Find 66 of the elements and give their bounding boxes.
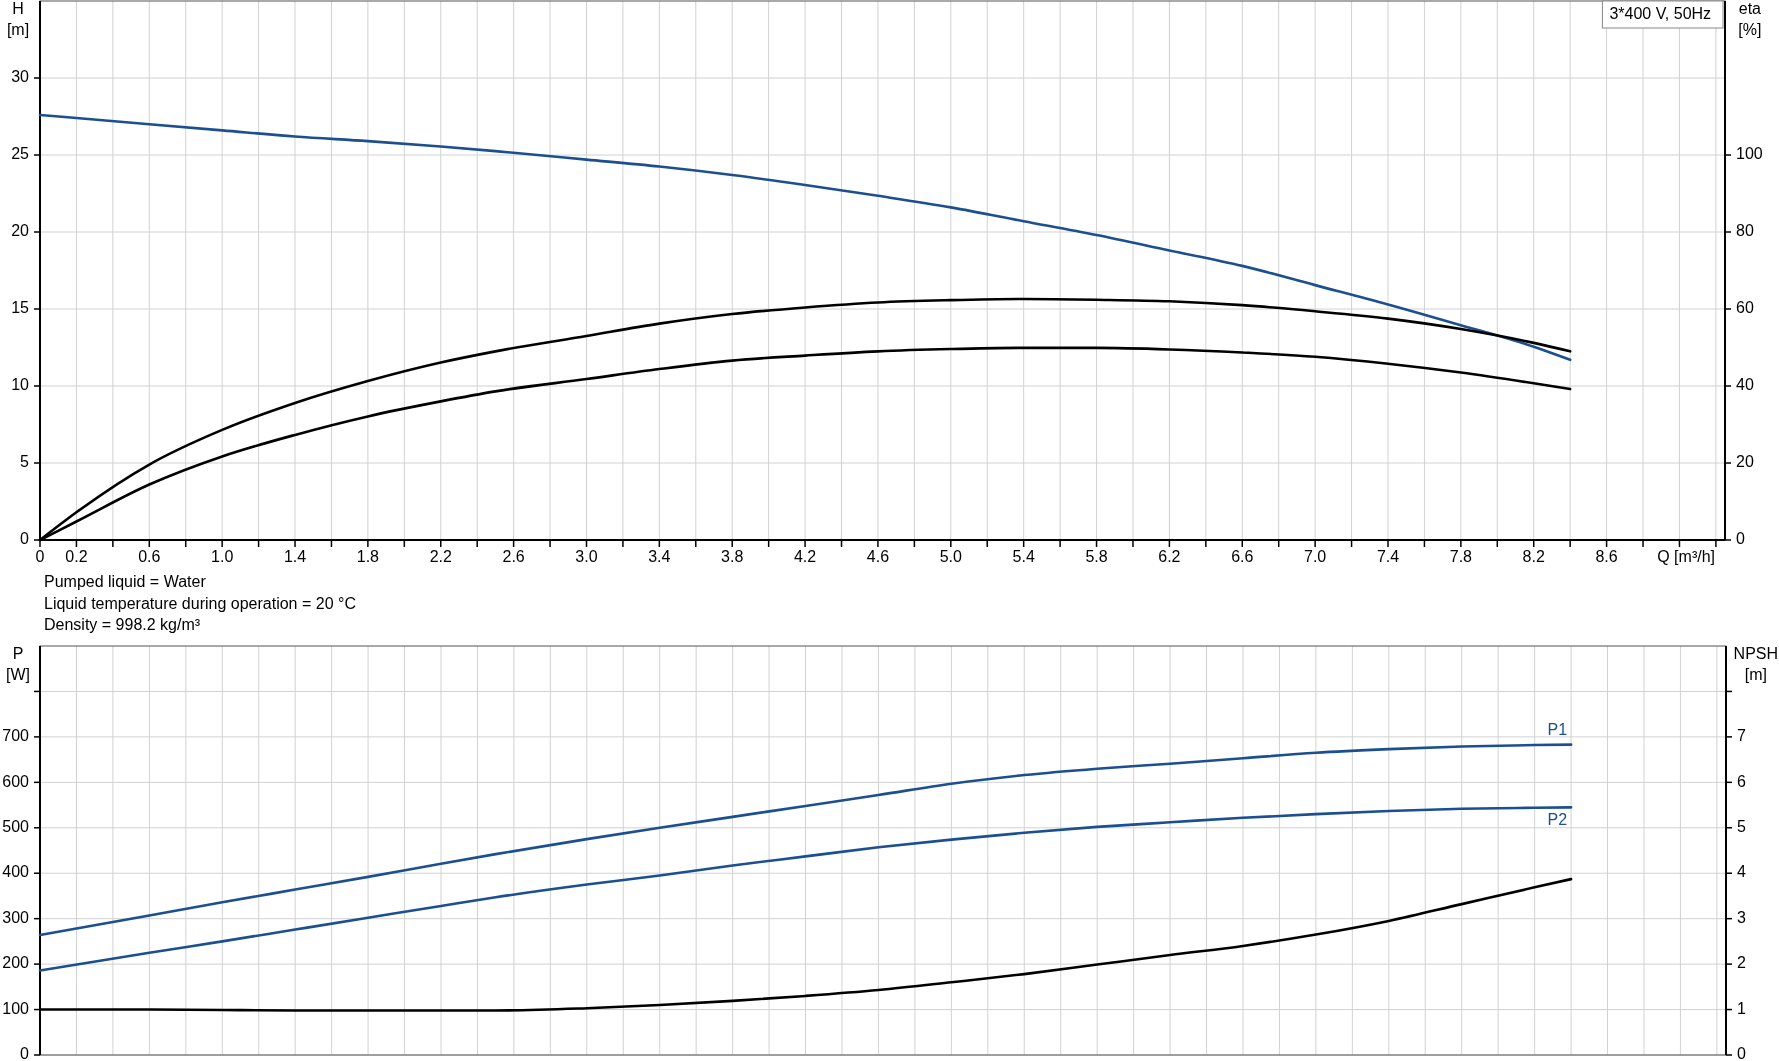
series-label: P1	[1547, 720, 1568, 738]
y-tick-label: 200	[2, 954, 30, 972]
text: Liquid temperature during operation = 20 °C	[44, 594, 356, 612]
y-axis-title: H [m]	[6, 0, 30, 39]
x-tick-label: 6.6	[1231, 548, 1254, 566]
y2-tick-label: 20	[1736, 453, 1754, 471]
line-series	[38, 806, 1573, 972]
y-tick-label: 100	[2, 999, 30, 1017]
y2-tick-label: 60	[1736, 299, 1754, 317]
y2-tick-label: 1	[1737, 999, 1746, 1017]
y-tick-label: 600	[2, 772, 30, 790]
y2-axis-title: eta [%]	[1738, 0, 1762, 39]
x-tick-label: 8.2	[1522, 548, 1545, 566]
y-axis-title: P [W]	[6, 645, 30, 684]
x-tick-label: 1.8	[356, 548, 380, 566]
y-tick-label: 300	[2, 908, 30, 926]
series-label: P2	[1547, 810, 1568, 828]
x-tick-label: 1.0	[211, 548, 234, 566]
y2-axis-title: NPSH [m]	[1733, 645, 1779, 684]
y-tick-label: 700	[2, 727, 30, 745]
y-tick-label: 400	[2, 863, 30, 881]
text: Density = 998.2 kg/m³	[44, 616, 201, 634]
annotation: 3*400 V, 50Hz	[1609, 5, 1712, 23]
x-tick-label: 5.8	[1085, 548, 1108, 566]
y-tick-label: 15	[11, 299, 30, 317]
y2-tick-label: 0	[1736, 530, 1745, 548]
x-tick-label: 8.6	[1595, 548, 1618, 566]
y2-tick-label: 100	[1736, 145, 1763, 163]
y2-tick-label: 5	[1737, 818, 1746, 836]
y2-tick-label: 40	[1736, 376, 1754, 394]
x-tick-label: 5.0	[939, 548, 963, 566]
y2-tick-label: 4	[1737, 863, 1746, 881]
x-tick-label: 3.0	[575, 548, 598, 566]
x-tick-label: 0.2	[65, 548, 88, 566]
x-tick-label: 2.2	[429, 548, 452, 566]
x-tick-label: 0.6	[138, 548, 161, 566]
x-tick-label: 6.2	[1158, 548, 1181, 566]
x-tick-label: 7.0	[1304, 548, 1327, 566]
x-axis-title: Q [m³/h]	[1657, 548, 1715, 566]
y-tick-label: 5	[20, 453, 30, 471]
y2-tick-label: 80	[1736, 222, 1754, 240]
y2-tick-label: 2	[1737, 954, 1746, 972]
y-tick-label: 500	[2, 818, 30, 836]
y-tick-label: 0	[20, 1045, 30, 1061]
y-tick-label: 20	[11, 222, 30, 240]
y2-tick-label: 3	[1737, 908, 1746, 926]
x-tick-label: 1.4	[283, 548, 307, 566]
y2-tick-label: 7	[1737, 727, 1746, 745]
line-series	[38, 113, 1572, 362]
x-tick-label: 7.8	[1449, 548, 1473, 566]
x-tick-label: 5.4	[1012, 548, 1035, 566]
y-tick-label: 30	[11, 68, 30, 86]
x-tick-label: 3.8	[721, 548, 744, 566]
y-tick-label: 0	[20, 530, 30, 548]
x-tick-label: 4.2	[793, 548, 817, 566]
y2-tick-label: 6	[1737, 772, 1746, 790]
y-tick-label: 25	[11, 145, 30, 163]
x-tick-label: 7.4	[1376, 548, 1400, 566]
x-tick-label: 4.6	[866, 548, 890, 566]
x-tick-label: 3.4	[648, 548, 671, 566]
y2-tick-label: 0	[1737, 1045, 1746, 1061]
x-tick-label: 0	[35, 548, 45, 566]
text: Pumped liquid = Water	[44, 573, 207, 591]
line-series	[38, 743, 1573, 937]
x-tick-label: 2.6	[502, 548, 525, 566]
y-tick-label: 10	[11, 376, 30, 394]
